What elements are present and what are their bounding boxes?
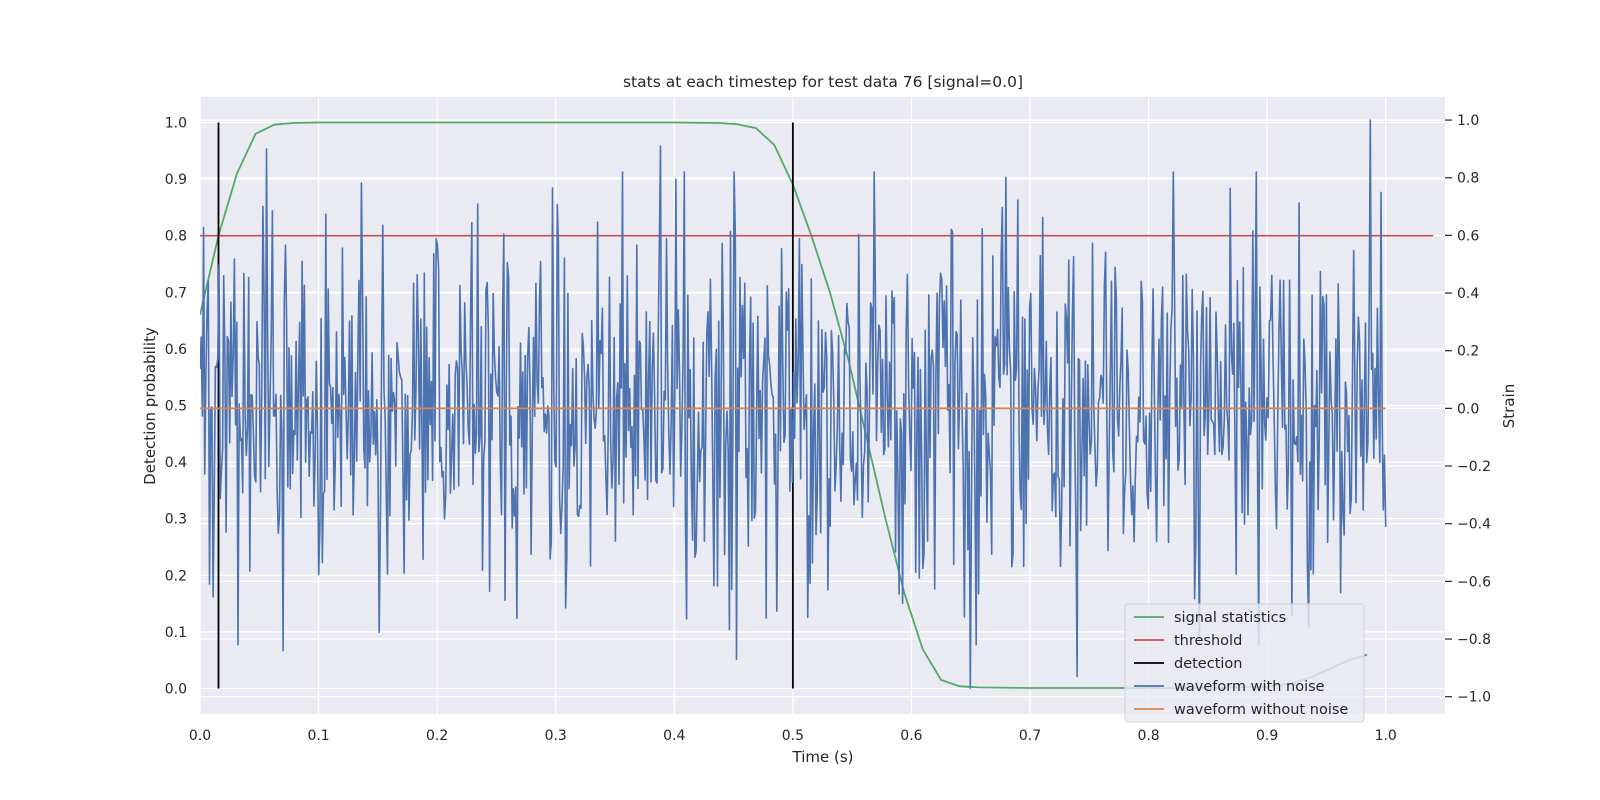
y-right-axis-label: Strain [1500, 384, 1518, 428]
y-left-tick-label: 0.8 [165, 229, 187, 245]
y-left-tick-label: 0.4 [165, 455, 187, 471]
x-tick-label: 0.1 [307, 728, 329, 744]
x-axis-ticks: 0.0 0.1 0.2 0.3 0.4 0.5 0.6 0.7 0.8 0.9 1.0 [189, 728, 1397, 744]
x-tick-label: 0.0 [189, 728, 211, 744]
y-right-tick-label: 0.8 [1457, 171, 1479, 187]
x-tick-label: 1.0 [1375, 728, 1397, 744]
y-right-tick-label: −1.0 [1457, 690, 1491, 706]
y-right-tick-label: 0.6 [1457, 228, 1479, 244]
x-tick-label: 0.4 [663, 728, 685, 744]
legend-label: waveform with noise [1174, 679, 1325, 695]
y-right-axis-ticks: −1.0 −0.8 −0.6 −0.4 −0.2 0.0 0.2 0.4 0.6 0.8 1.0 [1445, 113, 1491, 706]
legend-label: waveform without noise [1174, 702, 1348, 718]
y-left-tick-label: 0.6 [165, 342, 187, 358]
y-left-tick-label: 0.5 [165, 399, 187, 415]
x-tick-label: 0.3 [545, 728, 567, 744]
y-left-tick-label: 0.3 [165, 512, 187, 528]
x-tick-label: 0.8 [1137, 728, 1159, 744]
y-left-axis-ticks: 0.0 0.1 0.2 0.3 0.4 0.5 0.6 0.7 0.8 0.9 1.0 [165, 115, 187, 697]
x-tick-label: 0.6 [900, 728, 922, 744]
y-right-tick-label: −0.2 [1457, 459, 1491, 475]
y-right-tick-label: −0.8 [1457, 632, 1491, 648]
y-right-tick-label: −0.4 [1457, 517, 1491, 533]
y-left-tick-label: 0.0 [165, 682, 187, 698]
legend-box [1124, 603, 1365, 723]
x-tick-label: 0.7 [1019, 728, 1041, 744]
y-left-tick-label: 0.9 [165, 172, 187, 188]
y-right-tick-label: 0.2 [1457, 344, 1479, 360]
x-tick-label: 0.5 [782, 728, 804, 744]
y-left-axis-label: Detection probability [141, 327, 159, 485]
y-right-tick-label: −0.6 [1457, 574, 1491, 590]
x-tick-label: 0.2 [426, 728, 448, 744]
y-left-tick-label: 0.1 [165, 625, 187, 641]
legend-label: threshold [1174, 633, 1242, 649]
y-left-tick-label: 1.0 [165, 115, 187, 131]
x-tick-label: 0.9 [1256, 728, 1278, 744]
legend-label: signal statistics [1174, 610, 1286, 626]
chart-title: stats at each timestep for test data 76 … [623, 73, 1023, 91]
x-axis-label: Time (s) [792, 748, 854, 766]
waveform-with-noise-line [200, 119, 1387, 689]
y-left-tick-label: 0.2 [165, 568, 187, 584]
legend-label: detection [1174, 656, 1242, 672]
y-right-tick-label: 0.4 [1457, 286, 1479, 302]
y-right-tick-label: 0.0 [1457, 401, 1479, 417]
y-right-tick-label: 1.0 [1457, 113, 1479, 129]
y-left-tick-label: 0.7 [165, 285, 187, 301]
legend: signal statistics threshold detection wavef… [1124, 603, 1365, 723]
